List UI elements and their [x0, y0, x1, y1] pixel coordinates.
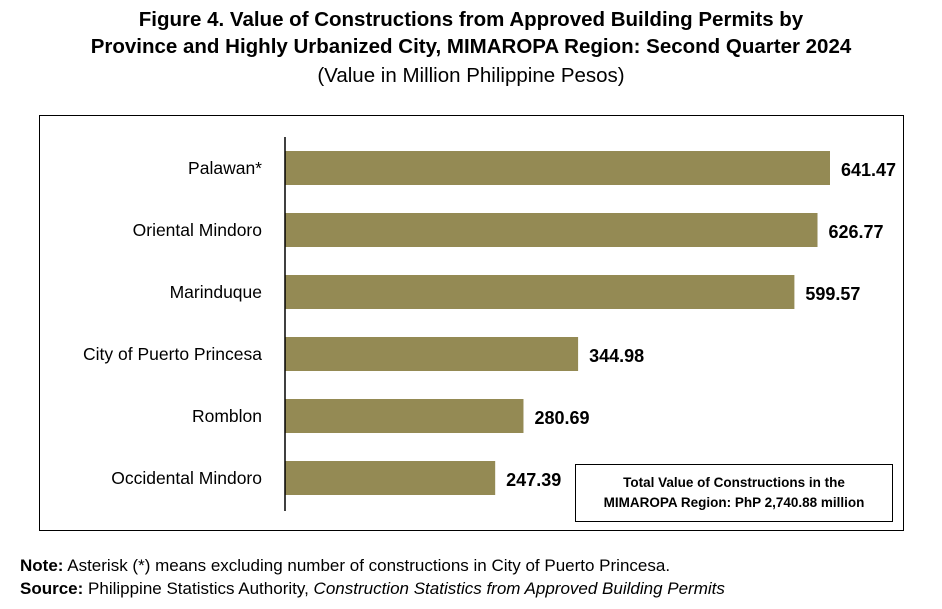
value-label: 280.69 — [534, 408, 589, 428]
bar — [285, 337, 579, 371]
category-label: Romblon — [192, 406, 262, 426]
bar — [285, 461, 496, 495]
source-title: Construction Statistics from Approved Bu… — [313, 579, 725, 598]
footer-source: Source: Philippine Statistics Authority,… — [20, 578, 725, 600]
category-label: City of Puerto Princesa — [83, 344, 262, 364]
category-label: Marinduque — [170, 282, 262, 302]
value-label: 247.39 — [506, 470, 561, 490]
chart-title-line-2: Province and Highly Urbanized City, MIMA… — [90, 35, 852, 58]
bar — [285, 399, 524, 433]
annotation-line-2: MIMAROPA Region: PhP 2,740.88 million — [603, 495, 865, 510]
bar — [285, 213, 818, 247]
value-label: 599.57 — [805, 284, 860, 304]
chart-frame — [39, 115, 904, 531]
value-label: 344.98 — [589, 346, 644, 366]
bar — [285, 275, 795, 309]
value-label: 626.77 — [829, 222, 884, 242]
chart-subtitle: (Value in Million Philippine Pesos) — [317, 64, 625, 87]
chart-title-line-1: Figure 4. Value of Constructions from Ap… — [138, 8, 804, 31]
category-label: Occidental Mindoro — [111, 468, 262, 488]
total-value-annotation: Total Value of Constructions in the MIMA… — [575, 464, 893, 522]
source-text: Philippine Statistics Authority, — [83, 579, 314, 598]
bar — [285, 151, 830, 185]
value-label: 641.47 — [841, 160, 896, 180]
note-label: Note: — [20, 556, 64, 575]
category-label: Palawan* — [188, 158, 262, 178]
footer-note: Note: Asterisk (*) means excluding numbe… — [20, 555, 670, 577]
category-label: Oriental Mindoro — [133, 220, 262, 240]
note-text: Asterisk (*) means excluding number of c… — [63, 556, 671, 575]
source-label: Source: — [20, 579, 84, 598]
annotation-line-1: Total Value of Constructions in the — [623, 475, 845, 490]
